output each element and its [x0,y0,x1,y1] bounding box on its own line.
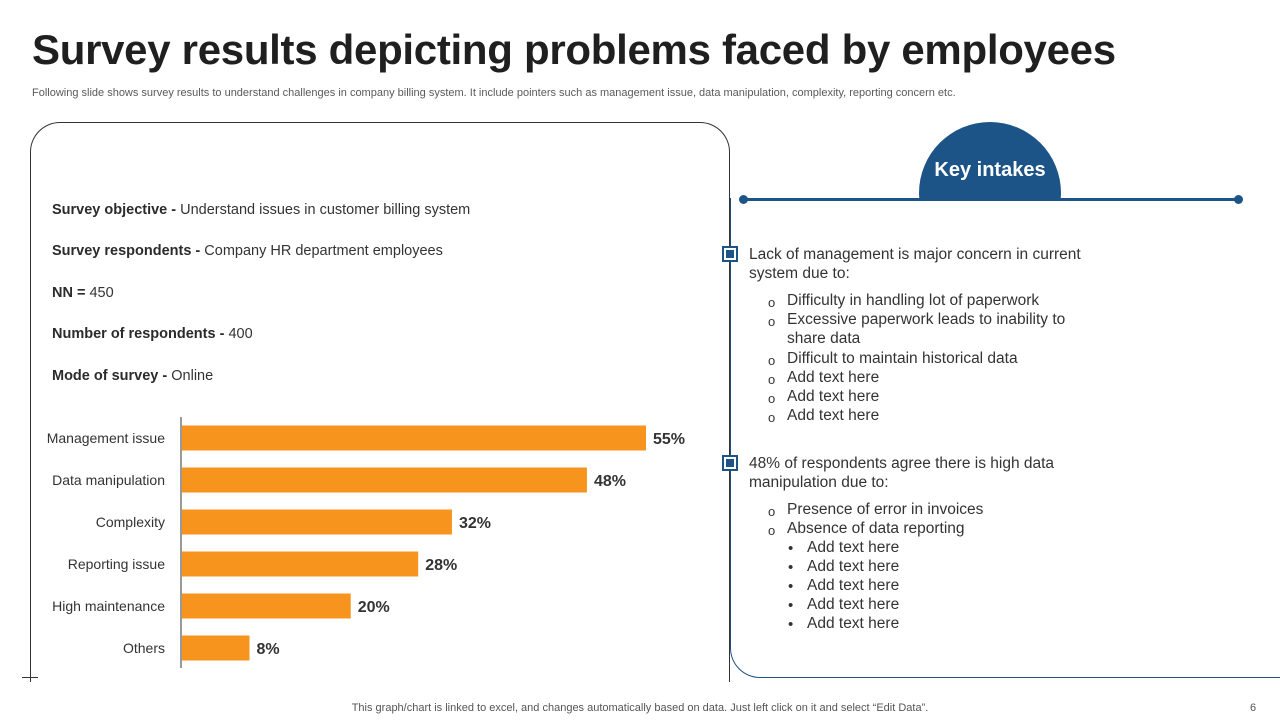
value-label: 20% [358,599,390,616]
dot-bullet-icon: • [788,540,794,557]
survey-panel [30,122,730,682]
circle-bullet-icon: o [768,504,776,519]
key-point-2-bullet: Add text here [807,539,900,556]
key-point-2-bullet: Add text here [807,615,900,632]
key-point-1-sub: Difficulty in handling lot of paperwork [787,292,1040,309]
dot-bullet-icon: • [788,616,794,633]
bar[interactable] [182,551,419,577]
survey-mode-label: Mode of survey - [52,368,172,384]
divider-left-dot [739,195,748,204]
survey-nn-value: 450 [89,285,114,301]
bar-chart[interactable]: Management issue 55% Data manipulation 48% C… [0,400,720,680]
value-label: 8% [256,641,279,658]
key-point-2-sub: Presence of error in invoices [787,501,984,518]
survey-objective-label: Survey objective - [52,202,181,218]
survey-respondents-label: Survey respondents - [52,243,205,259]
circle-bullet-icon: o [768,295,776,310]
footer-note: This graph/chart is linked to excel, and… [351,702,929,714]
category-label: Management issue [47,430,166,446]
category-label: High maintenance [52,598,165,614]
key-point-1-sub: Add text here [787,407,880,424]
dot-bullet-icon: • [788,597,794,614]
key-point-1-sub: share data [787,330,861,347]
bar[interactable] [182,593,351,619]
badge-mask [900,199,1080,279]
circle-bullet-icon: o [768,410,776,425]
category-label: Data manipulation [52,472,165,488]
key-point-1: Lack of management is major concern in c… [749,246,1081,282]
page-title: Survey results depicting problems faced … [32,26,1116,73]
survey-respondents: Survey respondents - Company HR departme… [52,243,443,259]
divider-right-dot [1234,195,1243,204]
key-point-2-bullet: Add text here [807,577,900,594]
key-point-1-sub: Add text here [787,388,880,405]
circle-bullet-icon: o [768,372,776,387]
value-label: 28% [425,557,457,574]
survey-respondent-count: Number of respondents - 400 [52,326,253,342]
survey-nn: NN = 450 [52,285,114,301]
value-label: 55% [653,431,685,448]
survey-respondents-value: Company HR department employees [204,243,443,259]
survey-objective: Survey objective - Understand issues in … [52,202,470,218]
square-bullet-icon [722,246,738,262]
value-label: 32% [459,515,491,532]
key-point-1-sub: Add text here [787,369,880,386]
bar[interactable] [182,467,587,493]
key-intakes-panel [730,198,1280,678]
survey-mode-value: Online [171,368,214,384]
circle-bullet-icon: o [768,353,776,368]
page-subtitle: Following slide shows survey results to … [32,87,956,99]
panel-foot-line [22,677,38,678]
category-label: Complexity [96,514,165,530]
key-point-2: 48% of respondents agree there is high d… [749,455,1055,491]
key-point-2-sub: Absence of data reporting [787,520,965,537]
key-point-2-bullet: Add text here [807,558,900,575]
key-point-1-sub: Excessive paperwork leads to inability t… [787,311,1066,328]
key-point-2-bullet: Add text here [807,596,900,613]
survey-nn-label: NN = [52,285,90,301]
key-intakes-title: Key intakes [934,159,1046,181]
bar[interactable] [182,635,250,661]
circle-bullet-icon: o [768,314,776,329]
page-number: 6 [1250,702,1257,714]
survey-count-value: 400 [228,326,253,342]
bar[interactable] [182,509,452,535]
key-intakes-divider [743,198,1238,201]
survey-objective-value: Understand issues in customer billing sy… [180,202,471,218]
circle-bullet-icon: o [768,391,776,406]
circle-bullet-icon: o [768,523,776,538]
key-point-1-sub: Difficult to maintain historical data [787,350,1018,367]
survey-count-label: Number of respondents - [52,326,229,342]
bar[interactable] [182,425,646,451]
category-label: Reporting issue [68,556,165,572]
square-bullet-icon [722,455,738,471]
dot-bullet-icon: • [788,559,794,576]
survey-mode: Mode of survey - Online [52,368,213,384]
dot-bullet-icon: • [788,578,794,595]
value-label: 48% [594,473,626,490]
category-label: Others [123,640,165,656]
